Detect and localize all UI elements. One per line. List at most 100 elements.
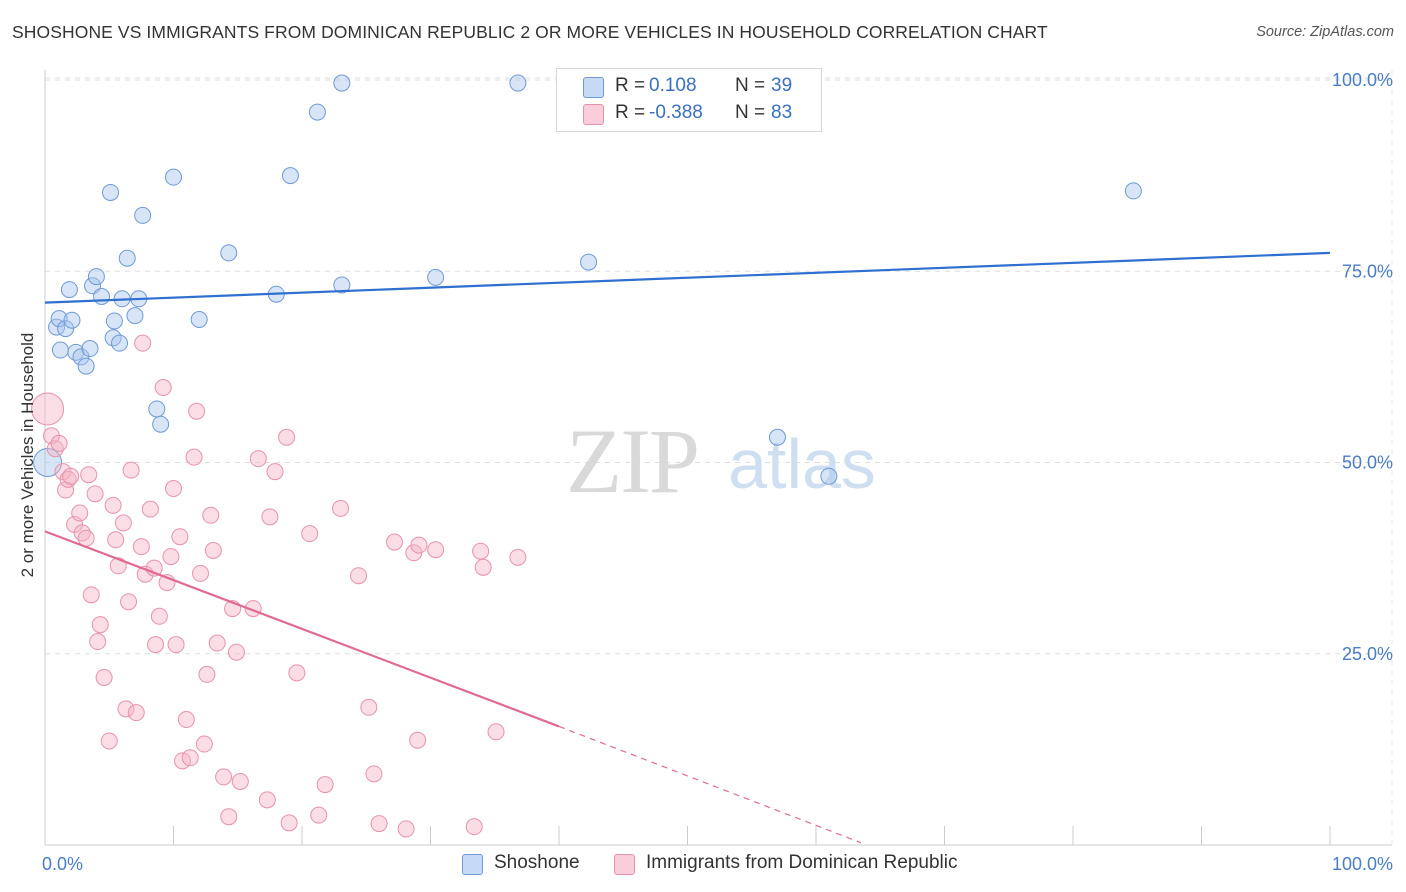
data-point <box>191 564 209 582</box>
data-point <box>509 74 527 92</box>
data-point <box>333 276 351 294</box>
data-point <box>50 310 68 328</box>
data-point <box>122 461 140 479</box>
data-point <box>57 320 75 338</box>
data-point <box>261 508 279 526</box>
legend-n-value: 39 <box>771 75 793 96</box>
data-point <box>81 340 99 358</box>
data-point <box>465 818 483 836</box>
y-tick-label: 75.0% <box>1342 261 1393 281</box>
data-point <box>278 428 296 446</box>
data-point <box>162 548 180 566</box>
tick-labels: 25.0% 50.0% 75.0% 100.0% 0.0% 100.0% <box>42 70 1393 874</box>
y-tick-label: 25.0% <box>1342 644 1393 664</box>
data-point <box>111 334 129 352</box>
data-point <box>580 253 598 271</box>
data-point <box>117 700 135 718</box>
data-point <box>427 541 445 559</box>
x-tick-label: 100.0% <box>1332 854 1393 874</box>
legend-n-label: N = <box>735 75 766 96</box>
data-point <box>316 776 334 794</box>
data-point <box>281 167 299 185</box>
data-point <box>350 567 368 585</box>
trend-line-extension <box>558 725 862 844</box>
data-point <box>409 731 427 749</box>
trend-layer <box>44 251 1331 844</box>
bottom-legend-swatch <box>462 854 483 875</box>
stats-legend: R = 0.108 N = 39 R = -0.388 N = 83 <box>556 68 822 132</box>
data-point <box>31 392 65 426</box>
data-point <box>288 664 306 682</box>
data-point <box>50 434 68 452</box>
data-point <box>397 820 415 838</box>
data-point <box>105 312 123 330</box>
legend-swatch-dominican <box>583 104 604 125</box>
data-point <box>80 466 98 484</box>
data-point <box>1124 182 1142 200</box>
data-point <box>93 287 111 305</box>
legend-r-value: 0.108 <box>649 75 697 96</box>
data-point <box>258 791 276 809</box>
data-point <box>60 281 78 299</box>
data-point <box>150 607 168 625</box>
data-point <box>215 768 233 786</box>
data-point <box>67 343 85 361</box>
bottom-legend: Shoshone Immigrants from Dominican Repub… <box>0 852 1406 878</box>
data-point <box>188 402 206 420</box>
y-tick-label: 50.0% <box>1342 453 1393 473</box>
data-point <box>86 485 104 503</box>
bottom-legend-label: Immigrants from Dominican Republic <box>646 852 958 873</box>
data-point <box>89 633 107 651</box>
data-point <box>104 496 122 514</box>
data-point <box>154 379 172 397</box>
trend-line <box>44 530 560 728</box>
watermark-zip: ZIP <box>566 410 698 512</box>
data-point <box>120 593 138 611</box>
source-credit: Source: ZipAtlas.com <box>1256 24 1394 40</box>
data-point <box>127 704 145 722</box>
data-point <box>148 400 166 418</box>
data-point <box>177 711 195 729</box>
data-point <box>59 470 77 488</box>
data-point <box>62 467 80 485</box>
data-point <box>167 636 185 654</box>
legend-row-shoshone: R = 0.108 N = 39 <box>557 74 821 100</box>
y-tick-label: 100.0% <box>1332 70 1393 90</box>
data-point <box>126 307 144 325</box>
series-dominican <box>31 334 527 838</box>
data-point <box>360 698 378 716</box>
data-point <box>147 636 165 654</box>
data-point <box>472 542 490 560</box>
data-point <box>95 668 113 686</box>
legend-swatch-shoshone <box>583 77 604 98</box>
grid-lines <box>45 70 1393 845</box>
axes <box>44 70 1392 846</box>
data-point <box>474 558 492 576</box>
data-point <box>249 450 267 468</box>
legend-r-label: R = <box>615 75 646 96</box>
data-point <box>91 616 109 634</box>
data-point <box>198 665 216 683</box>
data-point <box>185 448 203 466</box>
data-point <box>202 506 220 524</box>
series-layer <box>31 74 1142 838</box>
data-point <box>165 168 182 186</box>
data-point <box>100 732 118 750</box>
x-tick-label: 0.0% <box>42 854 83 874</box>
bottom-legend-label: Shoshone <box>494 852 580 873</box>
data-point <box>204 541 222 559</box>
data-point <box>487 723 505 741</box>
watermark: ZIP atlas <box>566 410 876 512</box>
data-point <box>134 206 152 224</box>
data-point <box>227 643 245 661</box>
data-point <box>332 499 350 517</box>
data-point <box>386 533 404 551</box>
data-point <box>71 504 89 522</box>
trend-line <box>44 251 1331 304</box>
data-point <box>132 538 150 556</box>
data-point <box>220 808 238 826</box>
legend-r-label: R = <box>615 102 646 123</box>
data-point <box>310 806 328 824</box>
data-point <box>266 463 284 481</box>
data-point <box>107 531 125 549</box>
